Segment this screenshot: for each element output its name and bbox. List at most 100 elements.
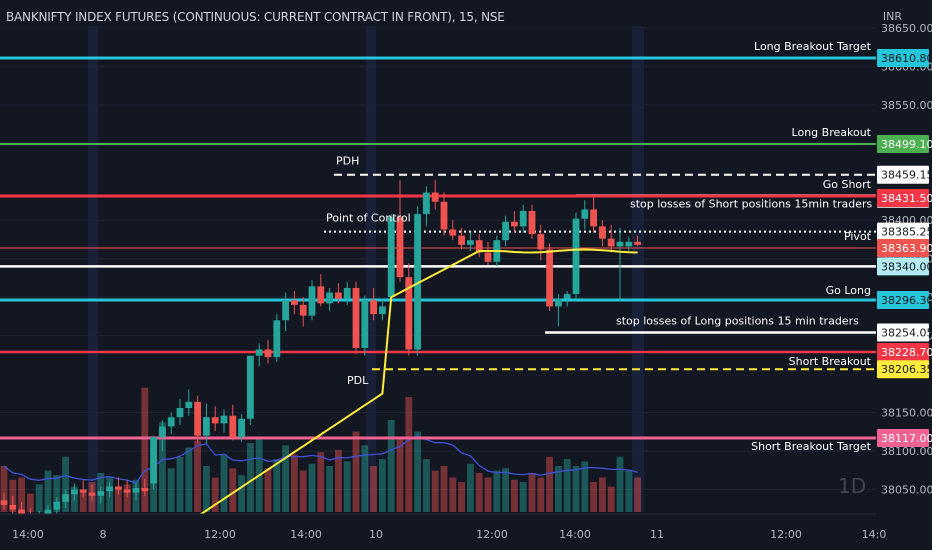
level-name-label: Pivot	[844, 230, 872, 243]
level-name-label: Go Short	[823, 178, 872, 191]
x-tick-label: 14:00	[12, 528, 44, 541]
volume-bar	[176, 456, 184, 512]
volume-bar	[625, 470, 633, 512]
level-name-label: Long Breakout Target	[754, 40, 872, 53]
session-band	[366, 26, 376, 512]
candle-body	[97, 491, 105, 496]
volume-bar	[484, 477, 492, 512]
price-tag	[877, 343, 929, 362]
candle-body	[475, 240, 483, 253]
volume-bar	[264, 468, 272, 512]
volume-bar	[247, 443, 254, 512]
price-tag-label: 38385.25	[881, 226, 932, 239]
candle-body	[326, 292, 333, 304]
session-band	[632, 26, 644, 512]
x-tick-label: 12:00	[204, 528, 236, 541]
price-tag-label: 38296.30	[881, 294, 932, 307]
candle-body	[220, 415, 228, 424]
volume-bar	[220, 454, 228, 512]
price-tag	[877, 222, 929, 241]
volume-bar	[159, 422, 166, 512]
volume-bar	[440, 466, 448, 512]
candle-body	[590, 209, 597, 227]
volume-bar	[458, 482, 465, 512]
volume-bar	[370, 466, 377, 512]
candle-body	[62, 494, 69, 502]
candle-body	[88, 492, 96, 496]
volume-bar	[343, 461, 351, 512]
volume-bar	[634, 477, 641, 512]
price-tag	[877, 165, 929, 184]
price-tag-label: 38254.05	[881, 327, 932, 340]
x-tick-label: 10	[369, 528, 383, 541]
candle-body	[502, 221, 509, 241]
candle-body	[484, 252, 492, 262]
candle-body	[123, 489, 131, 493]
annotation-label: stop losses of Long positions 15 min tra…	[616, 315, 859, 328]
x-tick-label: 14:00	[559, 528, 591, 541]
candle-body	[537, 234, 545, 250]
volume-bar	[555, 466, 562, 512]
volume-bar	[167, 468, 175, 512]
candle-body	[18, 509, 25, 516]
price-tag-label: 38228.70	[881, 346, 932, 359]
volume-bar	[502, 468, 509, 512]
candle-body	[273, 320, 281, 358]
chart-title: BANKNIFTY INDEX FUTURES (CONTINUOUS: CUR…	[6, 10, 505, 24]
x-tick-label: 12:00	[476, 528, 508, 541]
volume-bar	[475, 472, 483, 512]
volume-bar	[361, 445, 369, 512]
interval-label: 1D	[838, 474, 867, 498]
candle-body	[255, 349, 263, 356]
volume-bar	[273, 459, 281, 512]
candle-body	[194, 401, 201, 436]
price-tag-label: 38610.80	[881, 52, 932, 65]
candle-body	[555, 298, 562, 307]
x-tick-label: 14:0	[862, 528, 887, 541]
candle-body	[53, 501, 61, 510]
annotation-label: PDL	[347, 374, 369, 387]
y-tick-label: 38150.00	[881, 407, 932, 420]
volume-bar	[0, 466, 8, 512]
candle-body	[211, 417, 219, 424]
price-tag-label: 38340.00	[881, 260, 932, 273]
vwap-line	[179, 248, 638, 529]
volume-bar	[423, 459, 430, 512]
candle-body	[458, 235, 465, 245]
volume-bar	[537, 477, 545, 512]
candle-body	[449, 229, 457, 236]
price-tag	[877, 257, 929, 276]
candle-body	[106, 486, 113, 492]
candle-body	[185, 401, 193, 408]
candle-body	[616, 241, 624, 247]
level-name-label: Short Breakout	[789, 355, 872, 368]
price-tag-label: 38206.35	[881, 363, 932, 376]
y-tick-label: 38550.00	[881, 99, 932, 112]
volume-bar	[141, 387, 149, 512]
candle-body	[352, 287, 360, 348]
price-tag	[877, 323, 929, 342]
volume-bar	[211, 477, 219, 512]
level-name-label: Go Long	[826, 284, 871, 297]
price-tag	[877, 188, 929, 207]
volume-bar	[528, 472, 536, 512]
candle-body	[634, 241, 641, 245]
volume-bar	[194, 440, 201, 512]
candle-body	[79, 489, 87, 493]
candle-body	[282, 300, 289, 321]
candle-body	[379, 306, 386, 315]
volume-bar	[123, 484, 131, 512]
volume-bar	[414, 431, 421, 512]
y-tick-label: 38650.00	[881, 22, 932, 35]
price-tag	[877, 134, 929, 153]
volume-bar	[317, 452, 325, 512]
candle-body	[581, 209, 589, 219]
volume-bar	[185, 447, 193, 512]
candle-body	[238, 418, 245, 438]
candle-body	[405, 277, 413, 350]
volume-bar	[616, 456, 624, 512]
volume-bar	[405, 397, 413, 512]
candle-body	[115, 486, 122, 490]
